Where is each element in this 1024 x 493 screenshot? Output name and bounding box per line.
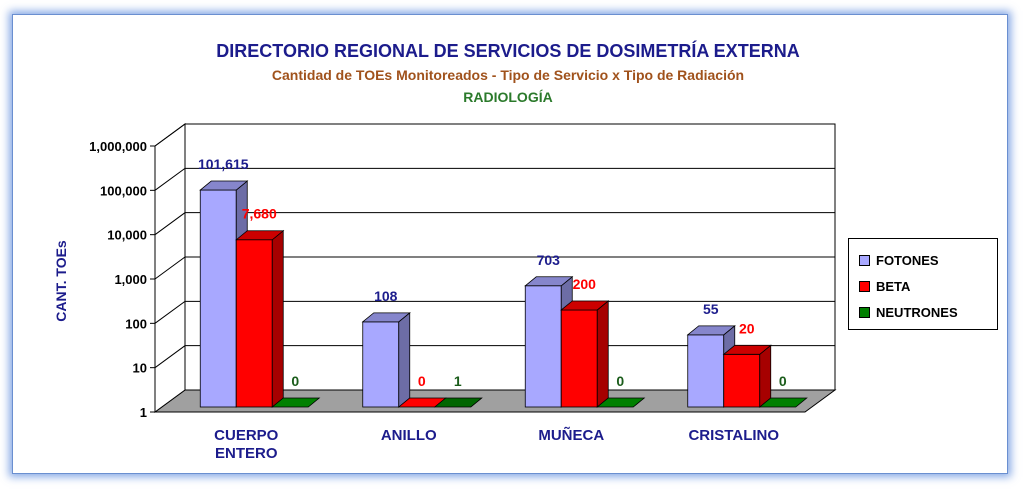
bar-neutrones — [758, 397, 808, 408]
legend: FOTONES BETA NEUTRONES — [848, 238, 998, 330]
gridline — [154, 256, 835, 280]
data-label-fotones: 703 — [537, 252, 561, 268]
data-label-fotones: 108 — [374, 288, 398, 304]
y-axis-label: CANT. TOEs — [53, 240, 69, 322]
data-label-beta: 0 — [418, 373, 426, 389]
bar-side-beta — [271, 229, 284, 408]
legend-swatch-fotones — [859, 254, 870, 266]
bar-top-beta — [235, 230, 285, 241]
legend-item-beta: BETA — [859, 273, 997, 299]
bar-top-beta — [722, 344, 772, 355]
bar-neutrones — [271, 397, 321, 408]
bar-beta — [560, 309, 598, 408]
data-label-neutrones: 1 — [454, 373, 462, 389]
bar-beta — [723, 353, 761, 408]
data-label-beta: 20 — [739, 320, 755, 336]
gridline — [154, 300, 835, 324]
bar-top-fotones — [361, 312, 411, 323]
bar-fotones — [687, 334, 725, 408]
bar-fotones — [199, 189, 237, 408]
data-label-beta: 7,680 — [242, 206, 277, 222]
legend-swatch-neutrones — [859, 306, 870, 318]
data-label-beta: 200 — [573, 276, 597, 292]
y-tick-label: 1,000 — [114, 272, 147, 287]
chart-subtitle-2: RADIOLOGÍA — [463, 89, 552, 105]
x-tick-label: ANILLO — [381, 427, 437, 444]
y-tick-label: 10 — [133, 361, 147, 376]
bar-side-beta — [596, 300, 609, 408]
data-label-neutrones: 0 — [616, 373, 624, 389]
bar-fotones — [362, 321, 400, 408]
bar-top-neutrones — [433, 397, 483, 408]
y-tick-label: 10,000 — [107, 228, 147, 243]
bar-top-fotones — [524, 276, 574, 287]
legend-swatch-beta — [859, 280, 870, 292]
gridline — [154, 212, 835, 236]
bar-side-beta — [759, 344, 772, 408]
gridline — [154, 123, 835, 147]
bar-fotones — [524, 285, 562, 408]
data-label-fotones: 101,615 — [198, 156, 249, 172]
x-tick-label: MUÑECA — [538, 426, 604, 444]
bar-top-fotones — [199, 180, 249, 191]
bar-top-fotones — [686, 325, 736, 336]
y-tick-label: 100 — [125, 316, 147, 331]
legend-item-fotones: FOTONES — [859, 247, 997, 273]
legend-item-neutrones: NEUTRONES — [859, 299, 997, 325]
bar-top-beta — [560, 300, 610, 311]
y-tick-label: 100,000 — [100, 183, 147, 198]
legend-label-fotones: FOTONES — [876, 252, 939, 268]
chart-subtitle: Cantidad de TOEs Monitoreados - Tipo de … — [272, 67, 744, 83]
y-tick-label: 1,000,000 — [89, 139, 147, 154]
data-label-fotones: 55 — [703, 301, 719, 317]
bar-neutrones — [596, 397, 646, 408]
chart-title: DIRECTORIO REGIONAL DE SERVICIOS DE DOSI… — [216, 40, 799, 61]
x-tick-label: ENTERO — [215, 445, 278, 462]
legend-label-neutrones: NEUTRONES — [876, 304, 958, 320]
y-tick-label: 1 — [140, 405, 147, 420]
x-tick-label: CRISTALINO — [688, 427, 779, 444]
gridline — [154, 345, 835, 369]
data-label-neutrones: 0 — [291, 373, 299, 389]
data-label-neutrones: 0 — [779, 373, 787, 389]
bar-side-fotones — [398, 312, 411, 408]
x-tick-label: CUERPO — [214, 427, 279, 444]
bar-beta — [235, 239, 273, 408]
legend-label-beta: BETA — [876, 278, 911, 294]
gridline — [154, 167, 835, 191]
